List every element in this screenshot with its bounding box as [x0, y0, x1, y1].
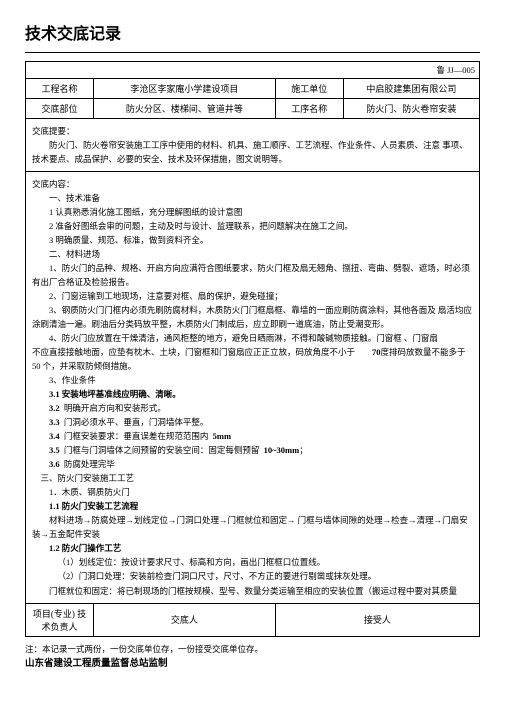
- t2-1: 1、防火门的品种、规格、开启方向应满符合图纸要求，防火门框及扇无翘角、捌扭、弯曲…: [32, 261, 473, 289]
- content-head: 交底内容：: [32, 177, 473, 191]
- title-divider: [25, 52, 480, 53]
- label-proj: 工程名称: [26, 79, 94, 99]
- val-part: 防火分区、楼梯间、管道井等: [94, 99, 276, 119]
- t4-1-2-1: （1）划线定位：按设计要求尺寸、标高和方向，画出门框框口位置线。: [32, 555, 473, 569]
- label-part: 交底部位: [26, 99, 94, 119]
- t2-3: 3、钢质防火门门框内必须先刷防腐材料，木质防火门门框扇框、靠墙的一面应刷防腐涂料…: [32, 303, 473, 331]
- main-table: 鲁 JJ—005 工程名称 李沧区李家庵小学建设项目 施工单位 中启胶建集团有限…: [25, 61, 480, 637]
- t4-1: 1．木质、钢质防火门: [32, 485, 473, 499]
- t3-5: 3.5 门框与门洞墙体之间预留的安装空间：固定每侧预留 10~30mm；: [32, 443, 473, 457]
- t1-3: 3 明确质量、规范、标准，做到资料齐全。: [32, 233, 473, 247]
- t2-5: 不应直接接触地面，应垫有枕木、土块，门窗框和门窗扇应正正立放，码放角度不小于 7…: [32, 345, 473, 373]
- foot-l2: 交底人: [94, 603, 276, 636]
- doc-number: 鲁 JJ—005: [26, 62, 480, 79]
- note-2: 山东省建设工程质量监督总站监制: [25, 657, 480, 671]
- t4-1-2-2: （2）门洞口处理：安装前检查门洞口尺寸，尺寸、不方正的要进行剔凿或抹灰处理。: [32, 569, 473, 583]
- t4-1-2: 1.2 防火门操作工艺: [32, 541, 473, 555]
- t3-4: 3.4 门框安装要求：垂直误差在规范范围内 5mm: [32, 429, 473, 443]
- val-proc: 防火门、防火卷帘安装: [343, 99, 479, 119]
- note-1: 注：本记录一式两份，一份交底单位存，一份接受交底单位存。: [25, 643, 480, 656]
- t2-4: 4、防火门应放置在干燥清洁，通风柜整的地方，避免日晒雨淋，不得和酸碱物质接触。门…: [32, 331, 473, 345]
- t1-1: 1 认真熟悉消化施工图纸，充分理解图纸的设计意图: [32, 205, 473, 219]
- t1-2: 2 准备好图纸会审的问题，主动及时与设计、监理联系，把问题解决在施工之间。: [32, 219, 473, 233]
- h-cond: 3、作业条件: [32, 373, 473, 387]
- foot-l1: 项目(专业) 技术负责人: [26, 603, 94, 636]
- page-title: 技术交底记录: [25, 20, 480, 44]
- t3-3: 3.3 门洞必须水平、垂直，门洞墙体平整。: [32, 415, 473, 429]
- t4-1-1: 1.1 防火门安装工艺流程: [32, 499, 473, 513]
- summary-text: 防火门、防火卷帘安装施工工序中使用的材料、机具、施工顺序、工艺流程、作业条件、人…: [32, 138, 473, 166]
- h-proc: 三、防火门安装施工工艺: [32, 471, 473, 485]
- label-proc: 工序名称: [275, 99, 343, 119]
- summary-head: 交底提要：: [32, 124, 473, 138]
- t3-6: 3.6 防腐处理完毕: [32, 457, 473, 471]
- t3-1: 3.1 安装地坪基准线应明确、清晰。: [32, 387, 473, 401]
- val-proj: 李沧区李家庵小学建设项目: [94, 79, 276, 99]
- t3-2: 3.2 明确开启方向和安装形式。: [32, 401, 473, 415]
- label-unit: 施工单位: [275, 79, 343, 99]
- summary-cell: 交底提要： 防火门、防火卷帘安装施工工序中使用的材料、机具、施工顺序、工艺流程、…: [26, 119, 480, 172]
- val-unit: 中启胶建集团有限公司: [343, 79, 479, 99]
- t4-1-2-3: 门框就位和固定：将已制现场的门框按规模、型号、数量分类运输至相应的安装位置（搬运…: [32, 584, 473, 598]
- t2-2: 2、门窗运输到工地现场，注意要对框、扇的保护，避免碰撞；: [32, 289, 473, 303]
- h-tech: 一、技术准备: [32, 191, 473, 205]
- t4-1-1p: 材料进场→防腐处理→划线定位→门洞口处理→门框就位和固定→ 门框与墙体间隙的处理…: [32, 513, 473, 541]
- h-mat: 二、材料进场: [32, 247, 473, 261]
- content-cell: 交底内容： 一、技术准备 1 认真熟悉消化施工图纸，充分理解图纸的设计意图 2 …: [26, 172, 480, 603]
- foot-l3: 接受人: [275, 603, 479, 636]
